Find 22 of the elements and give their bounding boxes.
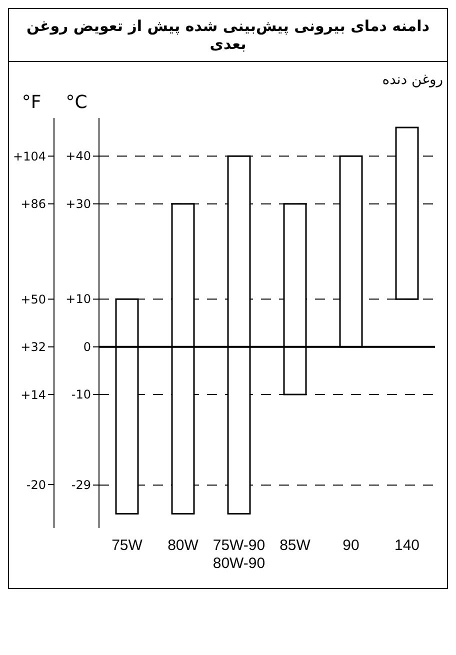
- y-tick-label: +10: [66, 292, 91, 306]
- y2-tick-label: +86: [20, 197, 46, 212]
- y-tick-label: 0: [83, 340, 91, 354]
- y-axis-title: °C: [66, 92, 88, 113]
- x-tick-label: 75W-90 80W-90: [212, 537, 266, 572]
- y2-tick-label: +50: [20, 292, 46, 306]
- x-tick-label: 90: [342, 537, 360, 554]
- x-tick-label: 80W: [168, 537, 200, 554]
- x-tick-label: 140: [394, 537, 420, 554]
- x-tick-label: 75W: [112, 537, 144, 554]
- chart-title: دامنه دمای بیرونی پیش‌بینی شده پیش از تعویض روغن بعدی: [9, 9, 447, 62]
- y-tick-label: -10: [71, 388, 91, 402]
- y2-axis-title: °F: [22, 92, 42, 113]
- y2-tick-label: +104: [13, 149, 46, 164]
- y2-tick-label: +32: [20, 340, 46, 354]
- y2-tick-label: +14: [20, 388, 46, 402]
- y2-tick-label: -20: [26, 478, 46, 492]
- x-tick-label: 85W: [280, 537, 312, 554]
- y-tick-label: +40: [66, 149, 91, 164]
- chart-subtitle: روغن دنده: [381, 71, 444, 88]
- y-tick-label: +30: [66, 196, 91, 211]
- y-tick-label: -29: [71, 478, 91, 492]
